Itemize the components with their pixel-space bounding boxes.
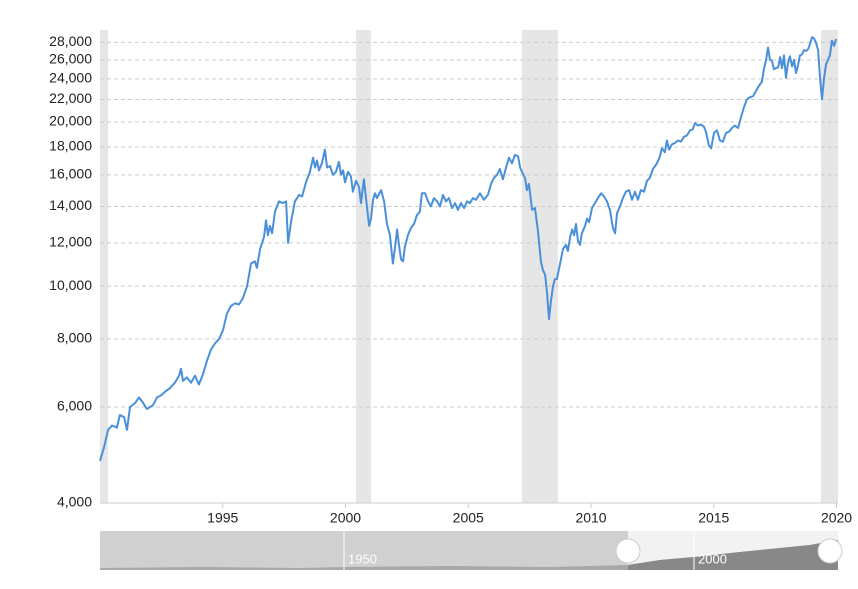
x-tick-label: 2005 bbox=[453, 510, 484, 526]
navigator-label: 1950 bbox=[348, 551, 377, 566]
y-tick-label: 16,000 bbox=[49, 166, 92, 182]
y-tick-label: 24,000 bbox=[49, 70, 92, 86]
recession-band bbox=[100, 30, 109, 503]
x-tick-label: 2015 bbox=[698, 510, 729, 526]
navigator-area-selected bbox=[628, 540, 838, 570]
recession-band bbox=[522, 30, 558, 503]
navigator: 1950 2000 bbox=[100, 531, 843, 570]
y-tick-label: 18,000 bbox=[49, 138, 92, 154]
y-tick-label: 28,000 bbox=[49, 33, 92, 49]
x-tick-label: 2010 bbox=[575, 510, 606, 526]
y-tick-label: 26,000 bbox=[49, 51, 92, 67]
y-tick-label: 22,000 bbox=[49, 90, 92, 106]
y-tick-label: 12,000 bbox=[49, 234, 92, 250]
x-tick-label: 2020 bbox=[821, 510, 852, 526]
navigator-handle[interactable] bbox=[817, 538, 843, 564]
y-tick-label: 6,000 bbox=[57, 398, 92, 414]
y-tick-label: 8,000 bbox=[57, 330, 92, 346]
y-tick-label: 20,000 bbox=[49, 113, 92, 129]
x-tick-label: 1995 bbox=[207, 510, 238, 526]
recession-band bbox=[821, 30, 838, 503]
recession-band bbox=[356, 30, 372, 503]
x-tick-label: 2000 bbox=[330, 510, 361, 526]
navigator-label: 2000 bbox=[698, 551, 727, 566]
y-tick-label: 10,000 bbox=[49, 277, 92, 293]
navigator-handle[interactable] bbox=[615, 538, 641, 564]
plot: 4,000 6,000 8,000 10,000 12,000 14,000 16,000 1… bbox=[49, 30, 852, 526]
y-tick-label: 14,000 bbox=[49, 197, 92, 213]
data-line bbox=[99, 36, 837, 462]
y-tick-label: 4,000 bbox=[57, 494, 92, 510]
